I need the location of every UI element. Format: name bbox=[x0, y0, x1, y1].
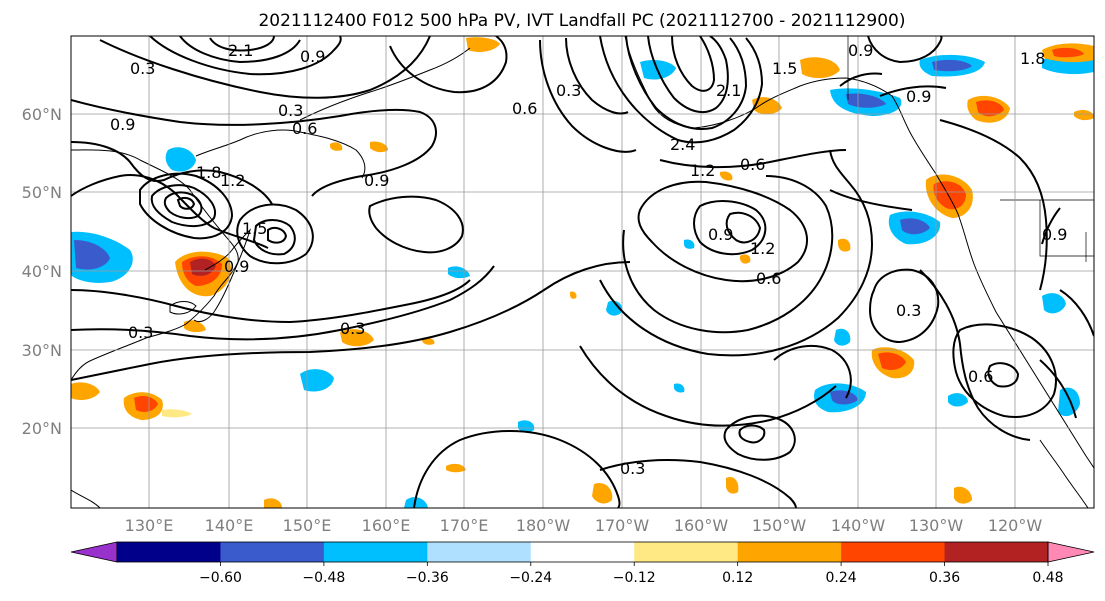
lon-label: 140°W bbox=[831, 516, 886, 535]
lon-label: 120°W bbox=[988, 516, 1043, 535]
colorbar-swatch bbox=[530, 542, 635, 562]
contour-label: 0.9 bbox=[906, 87, 931, 106]
contour-label: 0.6 bbox=[756, 269, 781, 288]
map-frame bbox=[70, 35, 1095, 509]
contour-label: 1.8 bbox=[196, 163, 221, 182]
contour-label: 0.9 bbox=[708, 225, 733, 244]
colorbar-swatch bbox=[117, 542, 221, 562]
lon-label: 170°E bbox=[440, 516, 489, 535]
colorbar-tick-label: −0.24 bbox=[509, 570, 552, 586]
contour-label: 0.6 bbox=[512, 99, 537, 118]
lat-label: 60°N bbox=[22, 105, 62, 124]
lon-label: 180°W bbox=[516, 516, 571, 535]
lon-label: 160°W bbox=[674, 516, 729, 535]
map-background bbox=[71, 36, 1094, 508]
lon-label: 130°E bbox=[125, 516, 174, 535]
contour-labels: 0.3 0.6 0.9 1.2 1.5 1.8 2.1 0.9 0.3 0.3 … bbox=[110, 41, 1067, 478]
contour-label: 2.1 bbox=[228, 41, 253, 60]
contour-label: 0.3 bbox=[278, 101, 303, 120]
contour-label: 2.4 bbox=[670, 135, 695, 154]
positive-anomalies bbox=[71, 37, 1094, 508]
lat-label: 30°N bbox=[22, 341, 62, 360]
figure-title: 2021112400 F012 500 hPa PV, IVT Landfall… bbox=[258, 11, 905, 31]
map-contents: 0.3 0.6 0.9 1.2 1.5 1.8 2.1 0.9 0.3 0.3 … bbox=[71, 36, 1094, 508]
contour-label: 1.2 bbox=[220, 171, 245, 190]
colorbar-tick-label: 0.12 bbox=[722, 570, 753, 586]
contour-label: 0.6 bbox=[292, 119, 317, 138]
colorbar-tick-label: 0.48 bbox=[1032, 570, 1063, 586]
contour-label: 0.6 bbox=[740, 155, 765, 174]
colorbar-tick-label: 0.36 bbox=[929, 570, 960, 586]
colorbar-swatch bbox=[737, 542, 842, 562]
contour-label: 1.5 bbox=[772, 59, 797, 78]
coastlines bbox=[71, 36, 1094, 508]
colorbar-tick-label: 0.24 bbox=[826, 570, 857, 586]
contour-label: 0.9 bbox=[848, 41, 873, 60]
lat-label: 50°N bbox=[22, 183, 62, 202]
contour-label: 2.1 bbox=[716, 81, 741, 100]
lat-label: 40°N bbox=[22, 262, 62, 281]
colorbar-tick-label: −0.12 bbox=[613, 570, 656, 586]
colorbar-extend-high bbox=[1047, 541, 1095, 563]
borders bbox=[847, 36, 1094, 262]
contour-label: 0.3 bbox=[896, 301, 921, 320]
contour-label: 1.2 bbox=[750, 239, 775, 258]
colorbar-tick-label: −0.36 bbox=[406, 570, 449, 586]
colorbar-tick-label: −0.60 bbox=[199, 570, 242, 586]
lon-label: 140°E bbox=[205, 516, 254, 535]
contour-label: 0.9 bbox=[300, 47, 325, 66]
colorbar-swatch bbox=[944, 542, 1049, 562]
contour-label: 0.6 bbox=[968, 367, 993, 386]
lat-label: 20°N bbox=[22, 419, 62, 438]
lon-label: 170°W bbox=[595, 516, 650, 535]
contour-label: 0.9 bbox=[224, 257, 249, 276]
longitude-labels: 130°E 140°E 150°E 160°E 170°E 180°W 170°… bbox=[125, 516, 1043, 535]
colorbar-extend-low bbox=[70, 541, 118, 563]
colorbar-swatch bbox=[427, 542, 532, 562]
contour-label: 0.3 bbox=[130, 59, 155, 78]
contour-label: 0.3 bbox=[620, 459, 645, 478]
colorbar: −0.60 −0.48 −0.36 −0.24 −0.12 0.12 0.24 0.36 0.4… bbox=[70, 541, 1095, 586]
latitude-labels: 60°N 50°N 40°N 30°N 20°N bbox=[22, 105, 62, 438]
contour-label: 1.2 bbox=[690, 161, 715, 180]
contour-label: 0.9 bbox=[364, 171, 389, 190]
contour-label: 1.8 bbox=[1020, 49, 1045, 68]
contour-label: 0.3 bbox=[128, 323, 153, 342]
colorbar-tick-label: −0.48 bbox=[302, 570, 345, 586]
map-panel: 0.3 0.6 0.9 1.2 1.5 1.8 2.1 0.9 0.3 0.3 … bbox=[70, 35, 1095, 509]
lon-label: 150°W bbox=[752, 516, 807, 535]
lon-label: 150°E bbox=[283, 516, 332, 535]
pv-contours bbox=[71, 36, 1094, 508]
colorbar-swatch bbox=[323, 542, 428, 562]
contour-label: 0.3 bbox=[340, 319, 365, 338]
contour-label: 0.9 bbox=[1042, 225, 1067, 244]
colorbar-swatch bbox=[220, 542, 325, 562]
lon-label: 130°W bbox=[909, 516, 964, 535]
contour-label: 0.3 bbox=[556, 81, 581, 100]
colorbar-swatch bbox=[634, 542, 739, 562]
contour-label: 0.9 bbox=[110, 115, 135, 134]
colorbar-swatch bbox=[841, 542, 946, 562]
colorbar-outline bbox=[116, 541, 1049, 563]
contour-label: 1.5 bbox=[242, 219, 267, 238]
lon-label: 160°E bbox=[362, 516, 411, 535]
